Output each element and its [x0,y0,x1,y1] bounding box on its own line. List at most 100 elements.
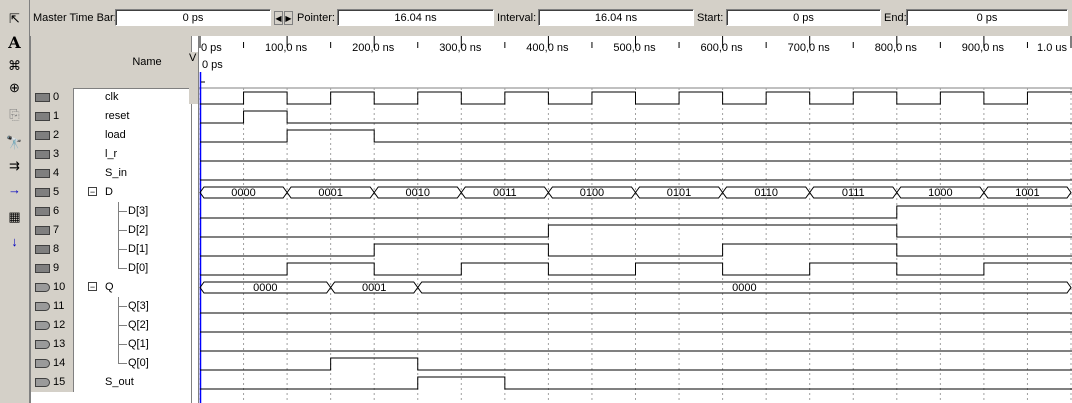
tree-line [118,240,127,259]
signal-name: D[0] [128,262,149,274]
tool-palette: ⇱ A ⌘ ⊕ ⎘ 🔭 ⇉ → ▦ ↓ [0,0,30,403]
signal-index: 14 [53,357,66,369]
value-column: V [189,36,199,403]
start-field: 0 ps [726,9,881,26]
input-pin-icon [35,150,50,159]
signal-index: 8 [53,243,60,255]
waveform-area[interactable]: 0 ps 100,0 ns 200,0 ns 300,0 ns 400,0 ns 500,… [198,36,1072,403]
signal-row-s-out[interactable]: 15 S_out [31,373,221,392]
signal-row-q3[interactable]: 11 Q[3] [31,297,221,316]
signal-index: 0 [53,91,60,103]
signal-name: D[3] [128,205,149,217]
signal-name: D[2] [128,224,149,236]
signal-name: reset [105,110,130,122]
signal-name: S_in [105,167,128,179]
bus-value-label: 1001 [1015,187,1039,199]
bus-value-label: 0110 [754,187,778,199]
tree-line [118,259,127,269]
signal-name: Q [105,281,114,293]
input-pin-icon [35,93,50,102]
tree-line [118,221,127,240]
signal-name: Q[0] [128,357,149,369]
index-column-header [31,36,74,89]
bus-value-label: 0000 [732,282,756,294]
signal-name: S_out [105,376,134,388]
signal-row-d0[interactable]: 9 D[0] [31,259,221,278]
signal-row-l-r[interactable]: 3 l_r [31,145,221,164]
bus-value-label: 0011 [493,187,517,199]
input-pin-icon [35,207,50,216]
signal-row-d[interactable]: 5 − D [31,183,221,202]
signal-index-cell: 0 [31,88,74,107]
signal-row-clk[interactable]: 0 clk [31,88,221,107]
signal-row-d3[interactable]: 6 D[3] [31,202,221,221]
output-pin-icon [35,302,50,311]
waveform-canvas[interactable]: 0 ps 100,0 ns 200,0 ns 300,0 ns 400,0 ns 500,… [199,36,1072,403]
bus-segment [417,281,1072,294]
signal-index-cell: 15 [31,373,74,392]
pointer-label: Pointer: [297,12,335,24]
signal-waveform [200,224,1072,238]
output-pin-icon [35,283,50,292]
replace-icon[interactable]: ⇉ [9,158,20,173]
signal-row-q1[interactable]: 13 Q[1] [31,335,221,354]
collapse-group-icon[interactable]: − [88,187,97,197]
output-pin-icon [35,321,50,330]
signal-row-d1[interactable]: 8 D[1] [31,240,221,259]
input-pin-icon [35,245,50,254]
signal-index: 13 [53,338,66,350]
signal-row-d2[interactable]: 7 D[2] [31,221,221,240]
signal-row-load[interactable]: 2 load [31,126,221,145]
signal-index-cell: 8 [31,240,74,259]
arrow-right-icon[interactable]: → [8,182,21,197]
collapse-group-icon[interactable]: − [88,282,97,292]
ruler-time-label: 800,0 ns [875,42,918,54]
signal-index-cell: 2 [31,126,74,145]
tree-line [118,202,127,221]
tree-line [118,354,127,364]
signal-index: 7 [53,224,60,236]
ruler-time-label: 500,0 ns [613,42,656,54]
master-time-bar-field[interactable]: 0 ps [115,9,271,26]
sort-icon[interactable]: ↓ [11,234,18,249]
previous-transition-button[interactable]: ◀ [274,11,283,25]
signal-waveform [200,376,1072,390]
input-pin-icon [35,264,50,273]
find-icon[interactable]: 🔭 [6,135,23,150]
end-field: 0 ps [906,9,1068,26]
waveform-editing-icon[interactable]: ⌘ [8,58,21,73]
signal-waveform [200,205,1072,219]
bus-value-label: 0111 [842,187,865,199]
signal-row-q[interactable]: 10 − Q [31,278,221,297]
signal-index: 1 [53,110,60,122]
signal-row-q2[interactable]: 12 Q[2] [31,316,221,335]
signal-index-cell: 13 [31,335,74,354]
bus-value-label: 0001 [362,282,386,294]
ruler-time-label: 900,0 ns [962,42,1005,54]
tree-line [118,297,127,316]
signal-row-reset[interactable]: 1 reset [31,107,221,126]
signal-index: 10 [53,281,66,293]
input-pin-icon [35,188,50,197]
signal-index-cell: 1 [31,107,74,126]
signal-index: 12 [53,319,66,331]
select-arrow-icon[interactable]: ⇱ [9,11,20,26]
signal-row-q0[interactable]: 14 Q[0] [31,354,221,373]
signal-row-s-in[interactable]: 4 S_in [31,164,221,183]
signal-index: 6 [53,205,60,217]
ruler-time-label: 1.0 us [1037,42,1067,54]
signal-index-cell: 12 [31,316,74,335]
signal-waveform [200,243,1072,257]
group-icon[interactable]: ▦ [8,209,21,224]
copy-icon[interactable]: ⎘ [9,107,20,122]
zoom-icon[interactable]: ⊕ [9,80,20,95]
next-transition-button[interactable]: ▶ [284,11,293,25]
bus-value-label: 0000 [253,282,277,294]
text-tool-icon[interactable]: A [8,33,21,52]
signal-waveform [200,262,1072,276]
signal-name: clk [105,91,119,103]
signal-index-cell: 7 [31,221,74,240]
ruler-time-label: 400,0 ns [526,42,569,54]
input-pin-icon [35,112,50,121]
interval-field: 16.04 ns [538,9,694,26]
